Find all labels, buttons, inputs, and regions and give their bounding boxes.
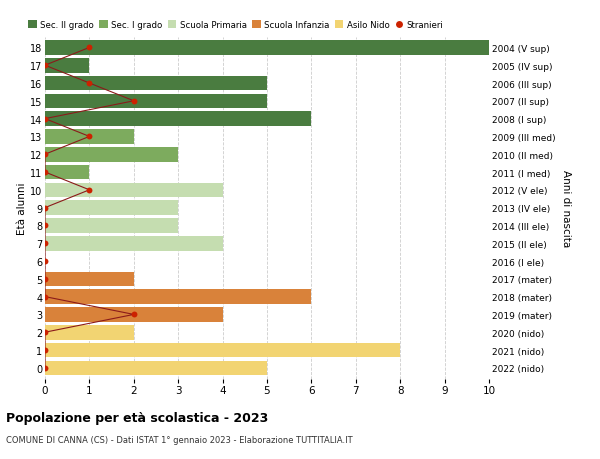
Bar bbox=[45, 361, 267, 375]
Point bbox=[40, 329, 50, 336]
Bar bbox=[45, 41, 489, 56]
Bar bbox=[45, 183, 223, 198]
Bar bbox=[45, 201, 178, 215]
Bar bbox=[45, 59, 89, 73]
Point bbox=[40, 151, 50, 158]
Point bbox=[40, 293, 50, 301]
Bar bbox=[45, 343, 400, 358]
Bar bbox=[45, 325, 134, 340]
Point bbox=[85, 45, 94, 52]
Legend: Sec. II grado, Sec. I grado, Scuola Primaria, Scuola Infanzia, Asilo Nido, Stran: Sec. II grado, Sec. I grado, Scuola Prim… bbox=[28, 21, 443, 30]
Bar bbox=[45, 165, 89, 180]
Bar bbox=[45, 77, 267, 91]
Bar bbox=[45, 308, 223, 322]
Bar bbox=[45, 272, 134, 286]
Point bbox=[40, 116, 50, 123]
Bar bbox=[45, 236, 223, 251]
Point bbox=[40, 347, 50, 354]
Bar bbox=[45, 130, 134, 145]
Point bbox=[40, 275, 50, 283]
Point bbox=[85, 134, 94, 141]
Point bbox=[40, 222, 50, 230]
Point bbox=[85, 187, 94, 194]
Bar bbox=[45, 94, 267, 109]
Point bbox=[40, 364, 50, 372]
Point bbox=[40, 62, 50, 70]
Point bbox=[129, 98, 139, 105]
Point bbox=[40, 240, 50, 247]
Bar bbox=[45, 148, 178, 162]
Bar bbox=[45, 218, 178, 233]
Point bbox=[40, 205, 50, 212]
Bar bbox=[45, 290, 311, 304]
Y-axis label: Anni di nascita: Anni di nascita bbox=[561, 170, 571, 246]
Text: COMUNE DI CANNA (CS) - Dati ISTAT 1° gennaio 2023 - Elaborazione TUTTITALIA.IT: COMUNE DI CANNA (CS) - Dati ISTAT 1° gen… bbox=[6, 435, 353, 444]
Bar bbox=[45, 112, 311, 127]
Y-axis label: Età alunni: Età alunni bbox=[17, 182, 27, 235]
Point bbox=[129, 311, 139, 319]
Text: Popolazione per età scolastica - 2023: Popolazione per età scolastica - 2023 bbox=[6, 411, 268, 424]
Point bbox=[40, 169, 50, 176]
Point bbox=[40, 258, 50, 265]
Point bbox=[85, 80, 94, 88]
